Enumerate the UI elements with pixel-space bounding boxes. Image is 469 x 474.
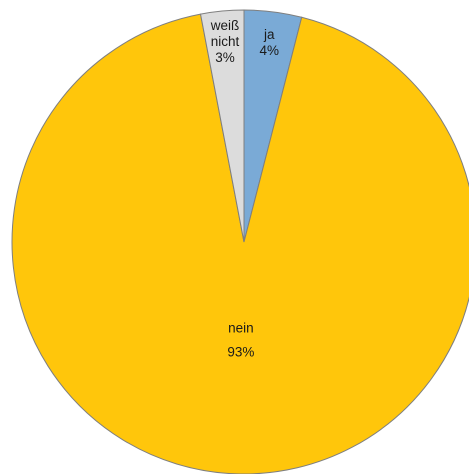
pie-labels: ja 4% nein 93% weiß nicht 3% — [210, 18, 279, 359]
pie-slice-weiß-nicht — [199, 9, 245, 243]
pie-slices — [11, 9, 469, 474]
pie-label-nein: nein 93% — [227, 320, 254, 359]
pie-label-ja: ja 4% — [260, 27, 280, 58]
pie-category-label: nein — [228, 320, 254, 335]
pie-percent-label: 93% — [227, 344, 254, 359]
pie-category-label: nicht — [211, 34, 240, 49]
pie-percent-label: 3% — [215, 50, 235, 65]
pie-category-label: ja — [263, 27, 275, 42]
pie-percent-label: 4% — [260, 43, 280, 58]
pie-label-weiß-nicht: weiß nicht 3% — [210, 18, 240, 65]
pie-category-label: weiß — [210, 18, 240, 33]
